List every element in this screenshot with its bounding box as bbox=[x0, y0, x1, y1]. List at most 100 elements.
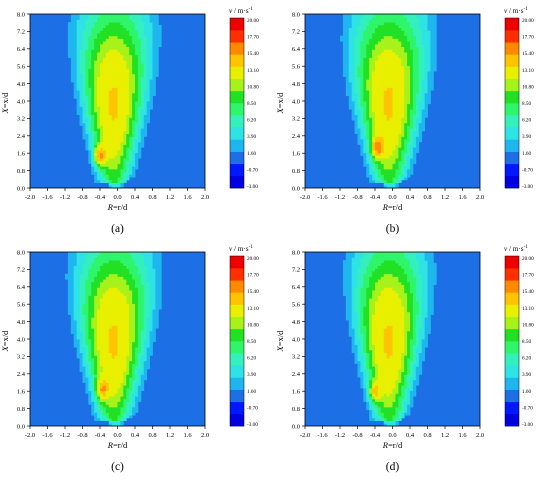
contour-cell bbox=[135, 374, 138, 377]
contour-cell bbox=[422, 96, 425, 99]
contour-cell bbox=[135, 117, 138, 120]
contour-cell bbox=[71, 317, 74, 320]
contour-cell bbox=[115, 372, 118, 375]
contour-cell bbox=[109, 183, 112, 186]
contour-cell bbox=[422, 87, 425, 90]
contour-cell bbox=[138, 128, 141, 131]
contour-cell bbox=[150, 82, 153, 85]
contour-cell bbox=[393, 125, 396, 128]
contour-cell bbox=[138, 25, 141, 28]
contour-cell bbox=[100, 112, 103, 115]
contour-cell bbox=[138, 350, 141, 353]
contour-cell bbox=[88, 252, 91, 255]
contour-cell bbox=[88, 71, 91, 74]
contour-cell bbox=[366, 142, 369, 145]
contour-cell bbox=[109, 71, 112, 74]
contour-cell bbox=[83, 128, 86, 131]
contour-cell bbox=[83, 257, 86, 260]
contour-cell bbox=[120, 164, 123, 167]
contour-cell bbox=[91, 125, 94, 128]
contour-cell bbox=[77, 306, 80, 309]
contour-cell bbox=[147, 49, 150, 52]
contour-cell bbox=[132, 136, 135, 139]
contour-cell bbox=[118, 158, 121, 161]
contour-cell bbox=[433, 38, 436, 41]
contour-cell bbox=[112, 388, 115, 391]
contour-cell bbox=[103, 85, 106, 88]
contour-cell bbox=[395, 58, 398, 61]
contour-cell bbox=[410, 30, 413, 33]
contour-cell bbox=[97, 347, 100, 350]
contour-cell bbox=[381, 38, 384, 41]
contour-cell bbox=[132, 287, 135, 290]
contour-cell bbox=[112, 22, 115, 25]
contour-cell bbox=[77, 79, 80, 82]
contour-cell bbox=[123, 266, 126, 269]
contour-cell bbox=[120, 77, 123, 80]
contour-cell bbox=[126, 60, 129, 63]
contour-cell bbox=[109, 252, 112, 255]
contour-cell bbox=[428, 77, 431, 80]
contour-cell bbox=[387, 90, 390, 93]
contour-cell bbox=[123, 312, 126, 315]
contour-cell bbox=[91, 287, 94, 290]
contour-cell bbox=[91, 317, 94, 320]
contour-cell bbox=[138, 28, 141, 31]
contour-cell bbox=[103, 106, 106, 109]
contour-cell bbox=[118, 407, 121, 410]
contour-cell bbox=[103, 147, 106, 150]
contour-cell bbox=[375, 161, 378, 164]
contour-cell bbox=[77, 55, 80, 58]
contour-cell bbox=[80, 28, 83, 31]
contour-cell bbox=[85, 142, 88, 145]
contour-cell bbox=[132, 320, 135, 323]
contour-cell bbox=[419, 47, 422, 50]
contour-cell bbox=[360, 112, 363, 115]
contour-cell bbox=[123, 41, 126, 44]
contour-cell bbox=[363, 139, 366, 142]
contour-cell bbox=[126, 285, 129, 288]
contour-cell bbox=[366, 63, 369, 66]
contour-cell bbox=[138, 274, 141, 277]
contour-cell bbox=[358, 14, 361, 17]
contour-cell bbox=[378, 139, 381, 142]
contour-cell bbox=[118, 323, 121, 326]
contour-cell bbox=[138, 301, 141, 304]
contour-cell bbox=[349, 49, 352, 52]
contour-cell bbox=[115, 385, 118, 388]
contour-cell bbox=[100, 358, 103, 361]
contour-cell bbox=[387, 169, 390, 172]
contour-cell bbox=[129, 14, 132, 17]
contour-cell bbox=[94, 169, 97, 172]
contour-cell bbox=[407, 19, 410, 22]
contour-cell bbox=[141, 109, 144, 112]
contour-cell bbox=[83, 293, 86, 296]
contour-cell bbox=[346, 28, 349, 31]
contour-cell bbox=[100, 309, 103, 312]
contour-cell bbox=[129, 41, 132, 44]
contour-cell bbox=[352, 38, 355, 41]
contour-cell bbox=[115, 304, 118, 307]
contour-cell bbox=[138, 271, 141, 274]
contour-cell bbox=[358, 96, 361, 99]
contour-cell bbox=[135, 377, 138, 380]
contour-cell bbox=[88, 298, 91, 301]
contour-cell bbox=[150, 28, 153, 31]
contour-cell bbox=[363, 131, 366, 134]
contour-cell bbox=[106, 336, 109, 339]
contour-cell bbox=[83, 120, 86, 123]
y-tick-label: 7.2 bbox=[292, 29, 300, 36]
contour-cell bbox=[112, 320, 115, 323]
contour-cell bbox=[71, 58, 74, 61]
contour-cell bbox=[94, 377, 97, 380]
contour-cell bbox=[378, 14, 381, 17]
contour-cell bbox=[126, 363, 129, 366]
contour-cell bbox=[155, 298, 158, 301]
contour-cell bbox=[355, 115, 358, 118]
contour-cell bbox=[404, 147, 407, 150]
contour-cell bbox=[109, 161, 112, 164]
contour-cell bbox=[126, 68, 129, 71]
contour-cell bbox=[106, 268, 109, 271]
contour-cell bbox=[126, 101, 129, 104]
contour-cell bbox=[109, 90, 112, 93]
